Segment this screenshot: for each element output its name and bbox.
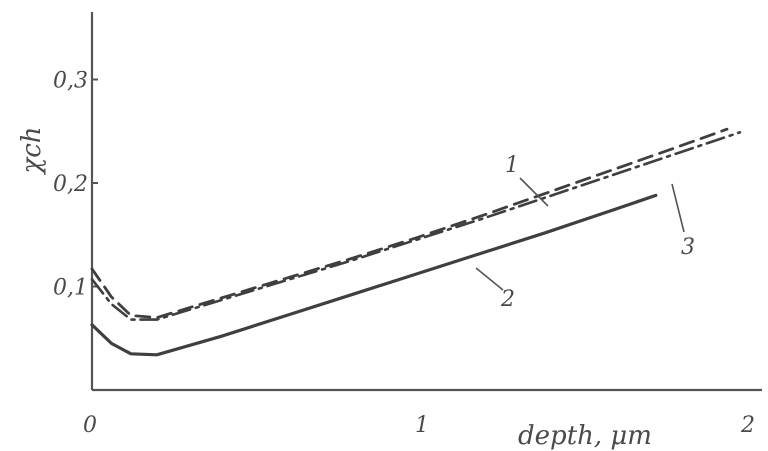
y-tick-label: 0,2 — [53, 172, 88, 197]
x-tick-label: 0 — [83, 413, 97, 438]
series-line-2 — [90, 193, 658, 357]
y-tick-label: 0,3 — [53, 69, 88, 94]
x-tick-label: 2 — [740, 413, 755, 438]
curve-leader-line — [475, 267, 504, 291]
y-axis-label: χch — [17, 126, 47, 175]
curve-label-3: 3 — [681, 235, 695, 260]
axes — [90, 12, 762, 392]
series-line-1 — [90, 127, 729, 320]
curve-label-1: 1 — [505, 153, 519, 178]
series-line-3 — [90, 131, 742, 321]
x-axis-label: depth, μm — [518, 421, 652, 451]
curve-label-2: 2 — [500, 287, 515, 312]
x-tick-label: 1 — [415, 413, 429, 438]
curve-leader-line — [671, 183, 685, 233]
y-tick-label: 0,1 — [53, 276, 88, 301]
curve-leader-line — [519, 177, 549, 207]
labels-group: 0,1 0,2 0,3 0 1 2 depth, μm χch 1 2 3 — [17, 69, 755, 451]
series-group — [90, 127, 742, 357]
